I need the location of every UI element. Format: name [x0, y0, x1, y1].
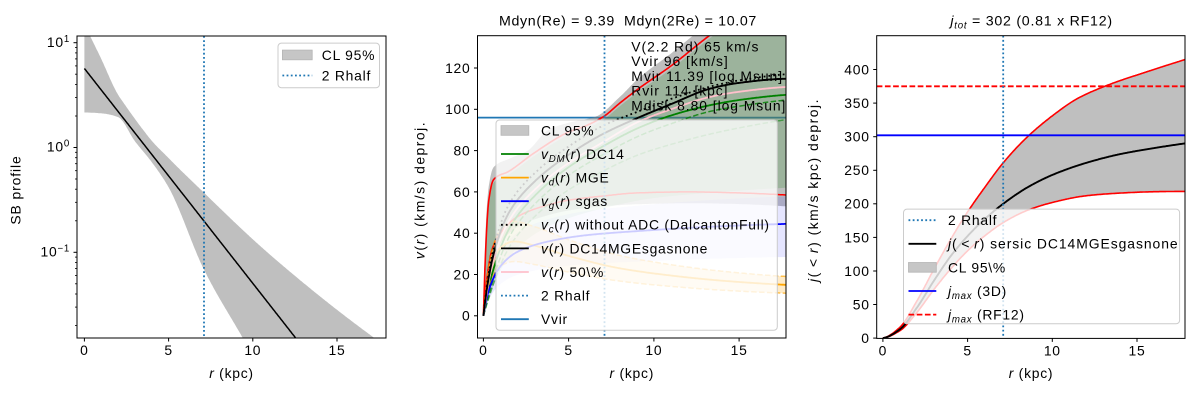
- svg-text:120: 120: [445, 60, 470, 76]
- svg-text:100: 100: [47, 139, 70, 155]
- svg-text:Mdisk 8.80 [log Msun]: Mdisk 8.80 [log Msun]: [631, 97, 786, 113]
- svg-text:15: 15: [329, 342, 346, 358]
- svg-text:Mvir 11.39 [log Msun]: Mvir 11.39 [log Msun]: [631, 68, 783, 84]
- svg-text:50: 50: [853, 296, 870, 312]
- svg-text:15: 15: [731, 342, 748, 358]
- svg-text:2 Rhalf: 2 Rhalf: [541, 288, 590, 304]
- svg-text:v(r) (km/s) deproj.: v(r) (km/s) deproj.: [412, 121, 428, 259]
- svg-text:v(r) 50\%: v(r) 50\%: [541, 264, 604, 280]
- svg-text:101: 101: [47, 34, 70, 50]
- svg-text:SB profile: SB profile: [8, 155, 24, 224]
- svg-text:250: 250: [844, 162, 869, 178]
- svg-text:5: 5: [564, 342, 572, 358]
- svg-text:CL 95\%: CL 95\%: [948, 259, 1006, 275]
- svg-text:r (kpc): r (kpc): [209, 365, 254, 381]
- svg-text:0: 0: [479, 342, 487, 358]
- svg-text:200: 200: [844, 196, 869, 212]
- svg-text:10: 10: [1044, 342, 1061, 358]
- svg-text:v(r) DC14MGEsgasnone: v(r) DC14MGEsgasnone: [541, 240, 708, 256]
- svg-text:2 Rhalf: 2 Rhalf: [948, 212, 997, 228]
- svg-text:CL 95%: CL 95%: [322, 47, 375, 63]
- svg-text:60: 60: [454, 184, 471, 200]
- svg-text:10: 10: [645, 342, 662, 358]
- svg-text:350: 350: [844, 95, 869, 111]
- svg-text:j( < r) sersic DC14MGEsgasnone: j( < r) sersic DC14MGEsgasnone: [946, 236, 1179, 252]
- svg-text:j( < r) (km/s kpc) deproj.: j( < r) (km/s kpc) deproj.: [805, 98, 821, 284]
- svg-text:vg(r) sgas: vg(r) sgas: [541, 193, 608, 212]
- svg-text:5: 5: [164, 342, 172, 358]
- svg-text:0: 0: [861, 330, 869, 346]
- svg-text:0: 0: [879, 342, 887, 358]
- svg-text:0: 0: [462, 308, 470, 324]
- svg-text:10: 10: [244, 342, 261, 358]
- svg-text:40: 40: [454, 225, 471, 241]
- svg-text:Vvir: Vvir: [541, 311, 568, 327]
- svg-text:Vvir 96 [km/s]: Vvir 96 [km/s]: [631, 53, 728, 69]
- svg-text:jtot = 302 (0.81 x RF12): jtot = 302 (0.81 x RF12): [948, 14, 1112, 32]
- svg-text:100: 100: [844, 263, 869, 279]
- svg-text:20: 20: [454, 266, 471, 282]
- svg-text:5: 5: [963, 342, 971, 358]
- svg-text:150: 150: [844, 229, 869, 245]
- svg-text:Mdyn(Re) = 9.39 Mdyn(2Re) = 1: Mdyn(Re) = 9.39 Mdyn(2Re) = 10.07: [499, 14, 757, 30]
- svg-text:80: 80: [454, 143, 471, 159]
- svg-text:0: 0: [80, 342, 88, 358]
- svg-text:r (kpc): r (kpc): [609, 365, 654, 381]
- svg-text:300: 300: [844, 129, 869, 145]
- svg-text:400: 400: [844, 61, 869, 77]
- svg-text:2 Rhalf: 2 Rhalf: [322, 67, 371, 83]
- svg-text:CL 95%: CL 95%: [541, 122, 594, 138]
- svg-text:100: 100: [445, 101, 470, 117]
- svg-text:15: 15: [1129, 342, 1146, 358]
- svg-text:r (kpc): r (kpc): [1009, 365, 1054, 381]
- svg-text:V(2.2 Rd) 65 km/s: V(2.2 Rd) 65 km/s: [631, 39, 759, 55]
- svg-text:Rvir 114 [kpc]: Rvir 114 [kpc]: [631, 83, 728, 99]
